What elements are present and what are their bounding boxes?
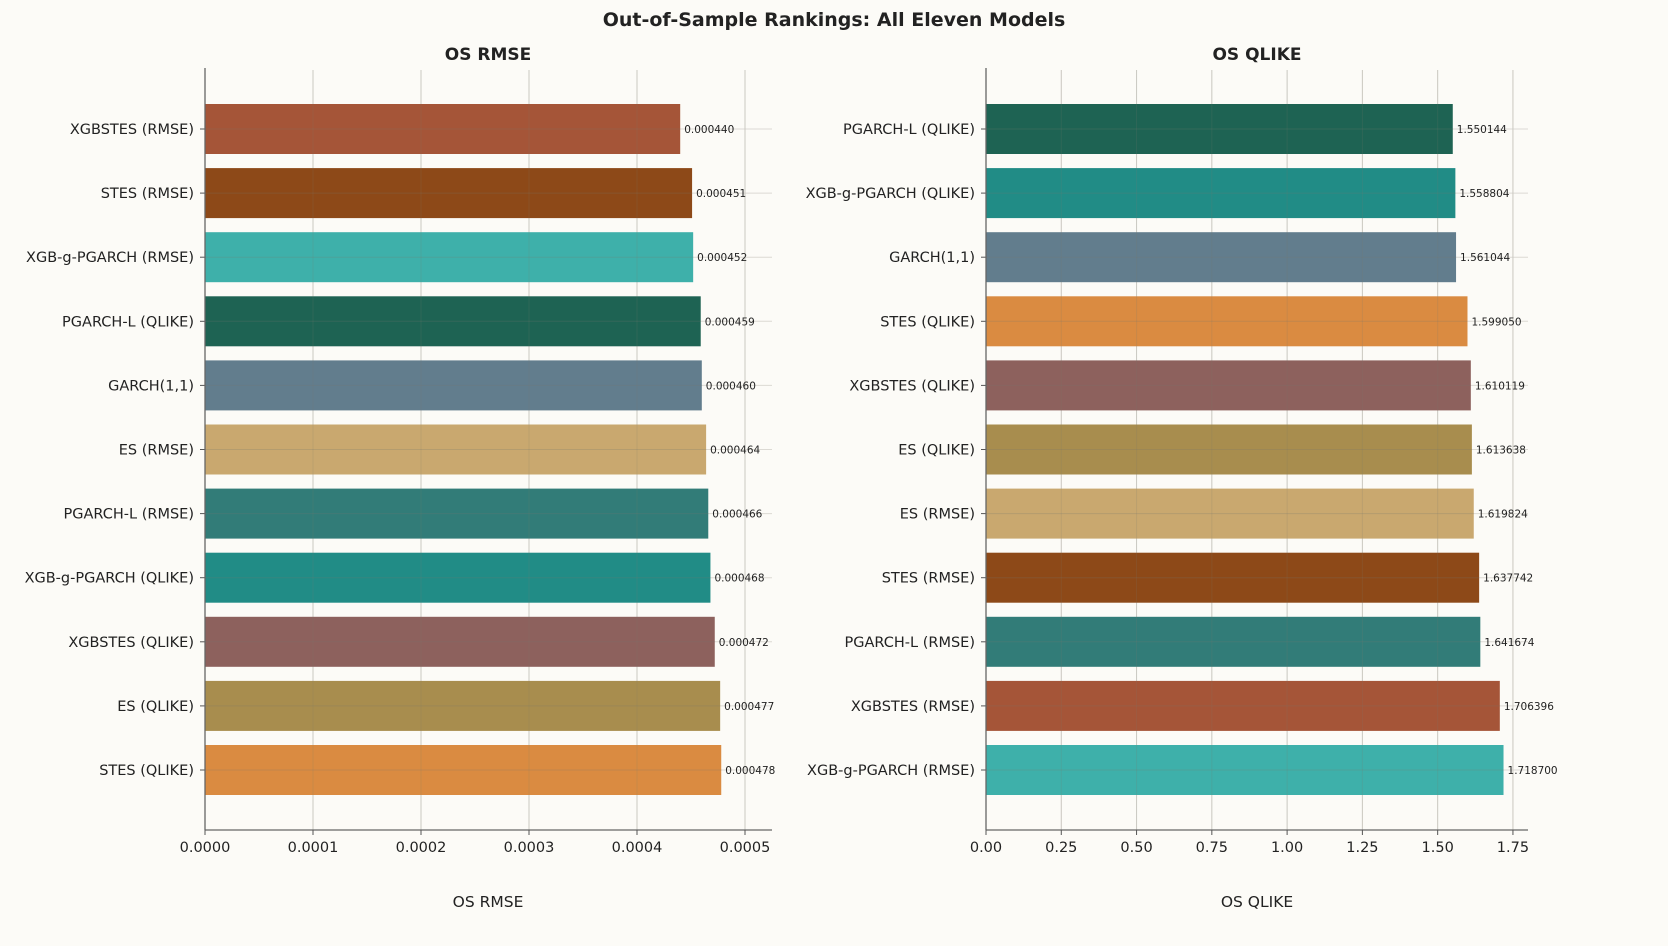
data-label: 1.718700 [1508, 765, 1558, 777]
data-label: 1.613638 [1476, 445, 1526, 457]
data-label: 1.550144 [1457, 124, 1507, 136]
data-label: 0.000440 [684, 124, 734, 136]
y-tick-label: STES (QLIKE) [880, 314, 975, 330]
y-tick-label: ES (RMSE) [900, 507, 975, 523]
data-label: 1.641674 [1484, 637, 1534, 649]
bar [986, 104, 1453, 154]
figure-suptitle: Out-of-Sample Rankings: All Eleven Model… [603, 9, 1066, 31]
panel-title-os-rmse: OS RMSE [445, 45, 531, 65]
y-tick-label: ES (QLIKE) [898, 443, 975, 459]
data-label: 1.558804 [1459, 188, 1509, 200]
bar [205, 745, 722, 795]
y-tick-label: XGBSTES (RMSE) [70, 122, 194, 138]
y-tick-label: PGARCH-L (QLIKE) [62, 314, 194, 330]
data-label: 0.000466 [712, 509, 762, 521]
data-label: 0.000459 [705, 316, 755, 328]
x-tick-label: 0.00 [970, 840, 1002, 856]
x-axis-label-os-qlike: OS QLIKE [1221, 893, 1293, 911]
bar [205, 680, 721, 731]
data-label: 1.599050 [1471, 316, 1521, 328]
y-tick-label: XGBSTES (QLIKE) [68, 635, 194, 651]
y-tick-label: XGB-g-PGARCH (QLIKE) [25, 571, 194, 587]
x-tick-label: 0.0001 [288, 840, 339, 856]
bar [205, 232, 694, 283]
y-tick-label: XGBSTES (QLIKE) [849, 378, 975, 394]
data-label: 1.619824 [1478, 509, 1528, 521]
x-tick-label: 0.50 [1120, 840, 1152, 856]
bar [986, 232, 1457, 283]
bar [205, 104, 681, 154]
panel-os-qlike: OS QLIKE OS QLIKE 1.550144 PGARCH-L (QLIK… [806, 45, 1558, 911]
bar [986, 360, 1471, 411]
x-tick-label: 0.0005 [720, 840, 771, 856]
y-tick-label: GARCH(1,1) [889, 250, 975, 266]
bar [986, 745, 1504, 795]
x-tick-label: 0.0004 [612, 840, 663, 856]
data-label: 1.637742 [1483, 573, 1533, 585]
data-label: 0.000478 [725, 765, 775, 777]
panel-title-os-qlike: OS QLIKE [1212, 45, 1301, 65]
bar [986, 424, 1472, 475]
data-label: 1.610119 [1475, 380, 1525, 392]
bar [205, 552, 711, 603]
x-tick-label: 0.75 [1196, 840, 1228, 856]
y-tick-label: PGARCH-L (RMSE) [64, 507, 194, 523]
x-tick-label: 1.25 [1346, 840, 1378, 856]
data-label: 0.000464 [710, 445, 760, 457]
y-tick-label: PGARCH-L (RMSE) [845, 635, 975, 651]
bar [986, 680, 1500, 731]
y-tick-label: PGARCH-L (QLIKE) [843, 122, 975, 138]
bar [205, 360, 702, 411]
y-tick-label: XGB-g-PGARCH (QLIKE) [806, 186, 975, 202]
x-tick-label: 1.50 [1422, 840, 1454, 856]
x-axis-label-os-rmse: OS RMSE [453, 893, 524, 911]
y-tick-label: STES (RMSE) [101, 186, 194, 202]
x-tick-label: 1.75 [1497, 840, 1529, 856]
x-tick-label: 0.0002 [396, 840, 447, 856]
panel-os-rmse: OS RMSE OS RMSE 0.000440 XGBSTES (RMSE) 0.… [25, 45, 776, 911]
x-tick-label: 1.00 [1271, 840, 1303, 856]
y-tick-label: ES (QLIKE) [117, 699, 194, 715]
y-tick-label: XGB-g-PGARCH (RMSE) [807, 763, 975, 779]
bar [205, 424, 707, 475]
data-label: 0.000451 [696, 188, 746, 200]
y-tick-label: ES (RMSE) [119, 443, 194, 459]
data-label: 0.000477 [724, 701, 774, 713]
data-label: 0.000468 [714, 573, 764, 585]
y-tick-label: STES (RMSE) [882, 571, 975, 587]
x-tick-label: 0.0000 [180, 840, 231, 856]
y-tick-label: STES (QLIKE) [99, 763, 194, 779]
bar [986, 552, 1480, 603]
y-tick-label: XGB-g-PGARCH (RMSE) [26, 250, 194, 266]
data-label: 1.561044 [1460, 252, 1510, 264]
data-label: 1.706396 [1504, 701, 1554, 713]
bar [986, 616, 1481, 667]
bar [205, 616, 715, 667]
bar [986, 168, 1456, 219]
bar [986, 296, 1468, 347]
data-label: 0.000460 [706, 380, 756, 392]
x-tick-label: 0.25 [1045, 840, 1077, 856]
bar [205, 168, 693, 219]
y-tick-label: GARCH(1,1) [108, 378, 194, 394]
data-label: 0.000452 [697, 252, 747, 264]
bar [205, 488, 709, 539]
data-label: 0.000472 [719, 637, 769, 649]
bar [986, 488, 1474, 539]
x-tick-label: 0.0003 [504, 840, 555, 856]
bar [205, 296, 701, 347]
y-tick-label: XGBSTES (RMSE) [851, 699, 975, 715]
